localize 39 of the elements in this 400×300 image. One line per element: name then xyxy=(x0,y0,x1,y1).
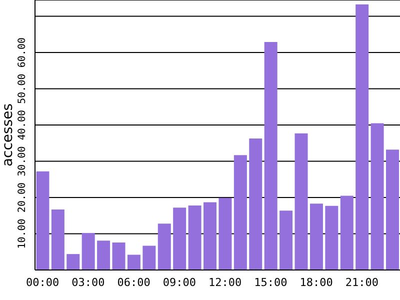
bar xyxy=(82,233,95,270)
bar xyxy=(112,242,126,270)
x-tick-label: 06:00 xyxy=(117,276,150,289)
x-tick-label: 09:00 xyxy=(162,276,196,289)
bar xyxy=(204,202,217,270)
bar xyxy=(386,150,400,270)
bar xyxy=(142,246,156,270)
bar xyxy=(370,123,384,270)
bar xyxy=(280,210,293,270)
bar xyxy=(218,198,232,270)
bar xyxy=(264,42,278,270)
y-axis-title: accesses xyxy=(0,103,16,167)
bar xyxy=(66,254,80,270)
bar xyxy=(249,138,262,270)
y-tick-label: 10.00 xyxy=(17,218,28,249)
bar xyxy=(188,205,202,270)
y-tick-label: 50.00 xyxy=(17,74,28,104)
bar xyxy=(234,155,247,270)
x-tick-label: 12:00 xyxy=(208,276,242,289)
bar xyxy=(356,4,369,270)
x-tick-label: 18:00 xyxy=(300,276,333,289)
bar xyxy=(310,204,323,270)
bar xyxy=(36,171,50,270)
x-tick-label: 00:00 xyxy=(26,276,60,289)
x-tick-label: 03:00 xyxy=(72,276,105,289)
bar xyxy=(173,208,186,270)
bar xyxy=(294,133,308,270)
bar xyxy=(325,206,338,270)
x-tick-label: 15:00 xyxy=(254,276,288,289)
bar xyxy=(97,240,110,270)
x-tick-label: 21:00 xyxy=(345,276,379,289)
y-tick-label: 30.00 xyxy=(17,146,28,176)
bar xyxy=(127,254,140,270)
y-tick-label: 40.00 xyxy=(17,110,28,140)
y-tick-label: 20.00 xyxy=(17,182,28,213)
bar xyxy=(158,224,171,270)
y-tick-label: 60.00 xyxy=(17,37,28,68)
bar xyxy=(340,196,354,270)
bar xyxy=(51,209,64,270)
